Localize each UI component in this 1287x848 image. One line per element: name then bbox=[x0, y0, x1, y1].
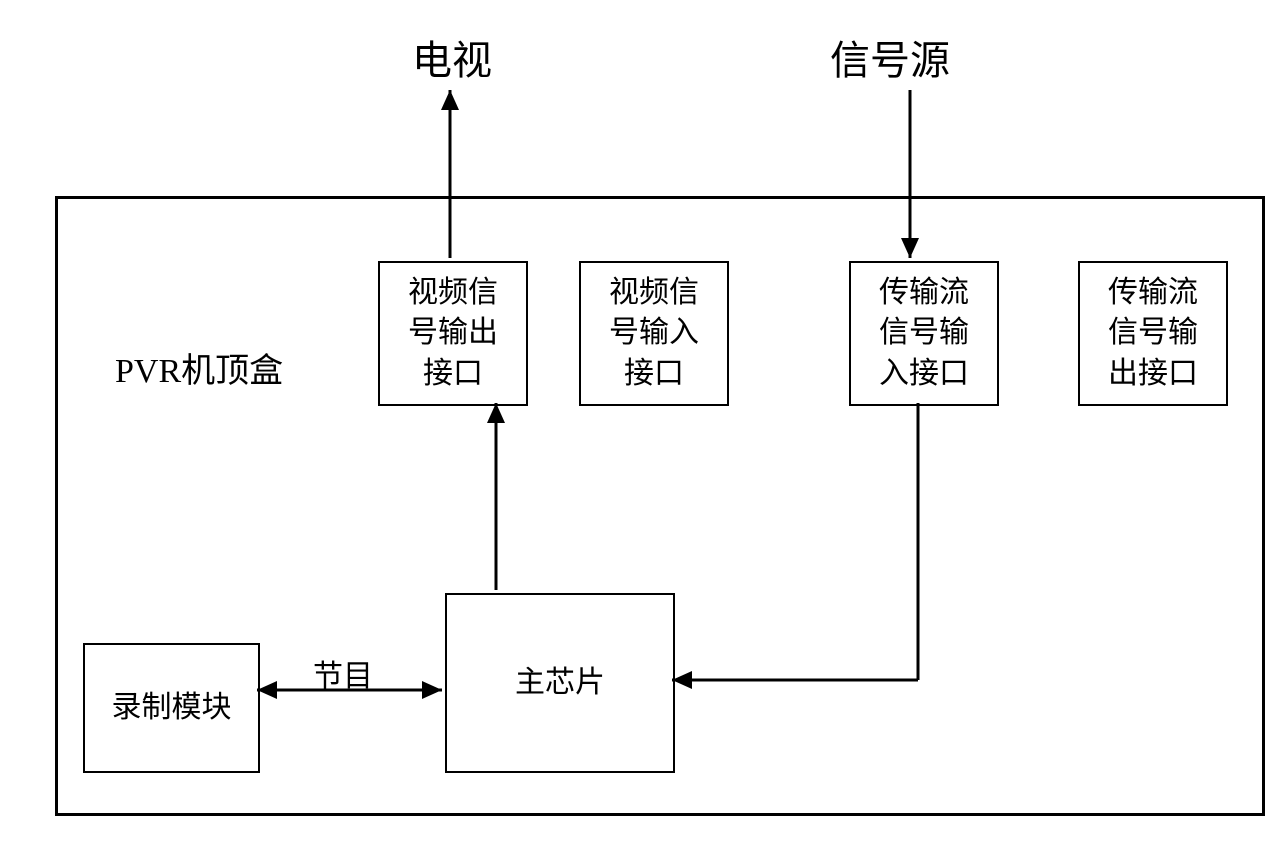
ts-in-text: 传输流信号输入接口 bbox=[879, 273, 969, 395]
program-edge-label: 节目 bbox=[313, 651, 373, 695]
video-out-box: 视频信号输出接口 bbox=[378, 261, 528, 406]
video-in-text: 视频信号输入接口 bbox=[609, 273, 699, 395]
video-in-box: 视频信号输入接口 bbox=[579, 261, 729, 406]
ts-out-box: 传输流信号输出接口 bbox=[1078, 261, 1228, 406]
container-title: PVR机顶盒 bbox=[115, 343, 283, 392]
main-chip-box: 主芯片 bbox=[445, 593, 675, 773]
ts-in-box: 传输流信号输入接口 bbox=[849, 261, 999, 406]
signal-source-label: 信号源 bbox=[830, 28, 950, 86]
tv-label: 电视 bbox=[412, 28, 492, 86]
ts-out-text: 传输流信号输出接口 bbox=[1108, 273, 1198, 395]
main-chip-text: 主芯片 bbox=[515, 663, 605, 704]
record-module-text: 录制模块 bbox=[112, 688, 232, 729]
pvr-container: PVR机顶盒 视频信号输出接口 视频信号输入接口 传输流信号输入接口 传输流信号… bbox=[55, 196, 1265, 816]
video-out-text: 视频信号输出接口 bbox=[408, 273, 498, 395]
record-module-box: 录制模块 bbox=[83, 643, 260, 773]
